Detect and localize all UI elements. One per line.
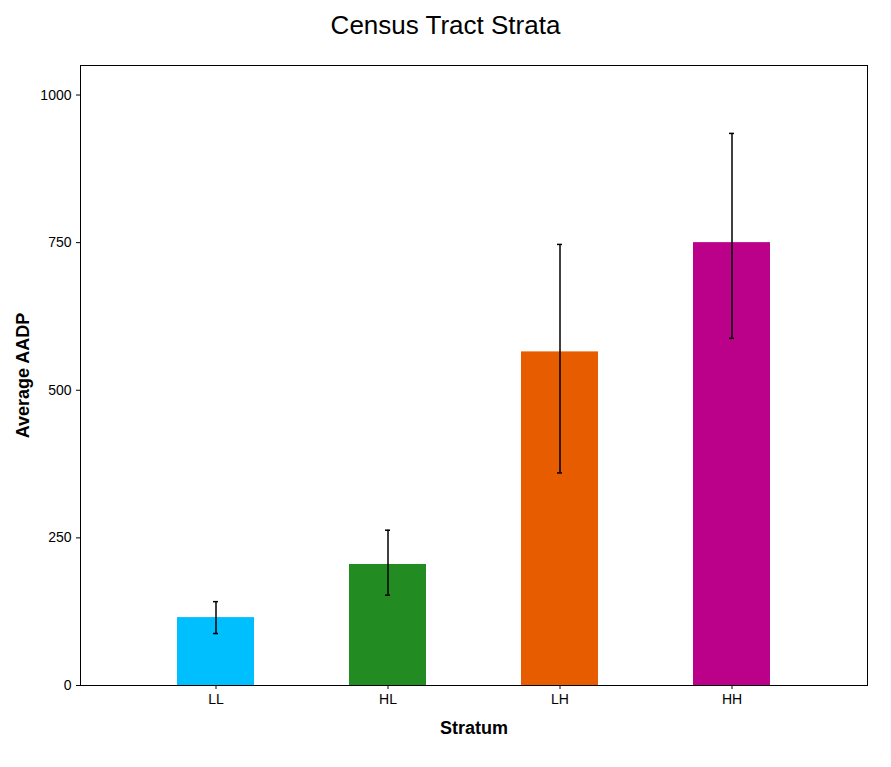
svg-text:500: 500	[48, 382, 72, 398]
svg-text:250: 250	[48, 529, 72, 545]
svg-text:Average AADP: Average AADP	[13, 313, 33, 439]
svg-text:HL: HL	[379, 691, 397, 707]
svg-text:LL: LL	[208, 691, 224, 707]
svg-text:750: 750	[48, 234, 72, 250]
svg-text:1000: 1000	[40, 87, 71, 103]
svg-text:0: 0	[64, 677, 72, 693]
svg-text:Stratum: Stratum	[440, 718, 508, 738]
html-text:Census Tract Strata: Census Tract Strata	[330, 10, 561, 40]
svg-text:HH: HH	[722, 691, 742, 707]
svg-text:LH: LH	[551, 691, 569, 707]
